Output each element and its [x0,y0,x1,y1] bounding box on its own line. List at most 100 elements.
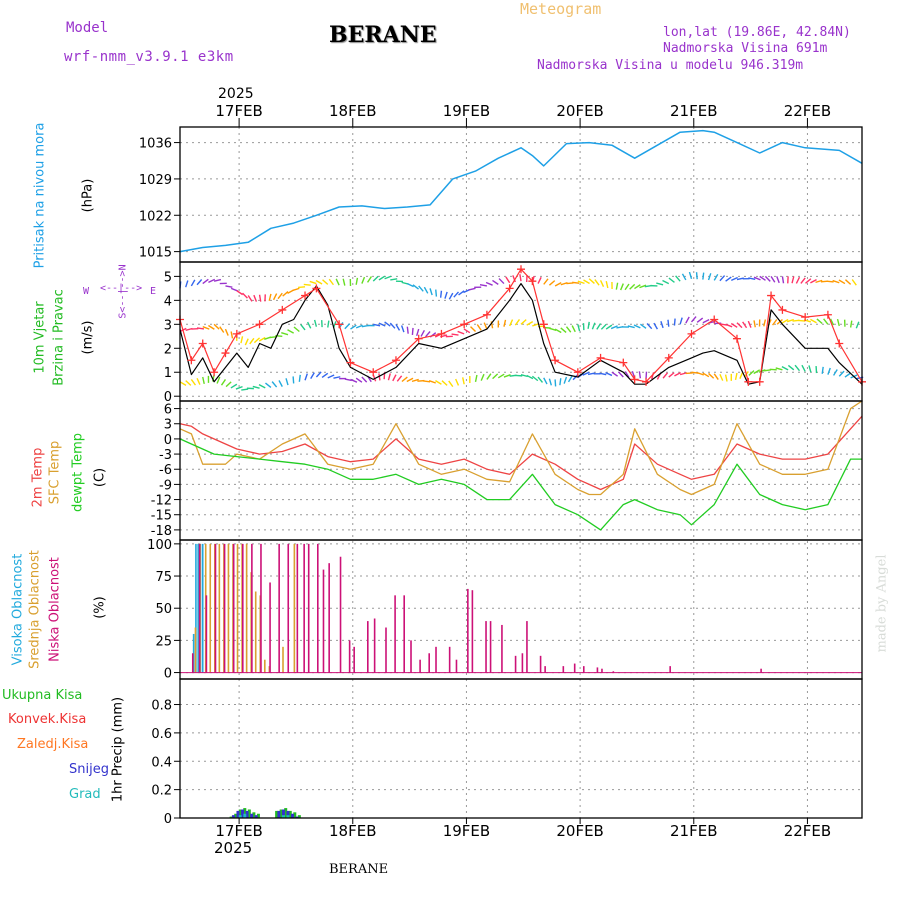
wind-gust-marker [437,329,446,338]
dir-e-label: E [150,286,157,297]
precip-snow-bar [281,809,285,818]
wind-gust-marker [664,353,673,362]
precip-total-bar [229,816,233,818]
coords-label: lon,lat (19.86E, 42.84N) [663,25,851,40]
wind-barb [747,320,752,328]
wind-barb [577,324,581,332]
wind-barb [202,278,209,285]
wind-barb [696,317,704,323]
wind-barb [781,276,785,284]
wind-barb [646,323,653,330]
wind-barb [560,327,567,333]
wind-barb [685,316,690,324]
wind-gust-marker [551,356,560,365]
wind-barb [725,323,733,328]
precip-total-bar [256,813,260,818]
precip-total-bar [275,810,279,818]
wind-gust-marker [187,356,196,365]
wind-barb [821,366,824,374]
wind-barb [605,372,613,377]
wind-barb [668,277,675,283]
wind-barb [794,364,801,372]
wind-barb [734,372,738,381]
wind-gust-marker [573,368,582,377]
precip-legend-snow: Snijeg [69,762,109,777]
ytick-label: 0.2 [151,784,172,799]
ytick-label: -3 [159,448,172,463]
wind-barb [730,276,738,282]
wind-barb [441,380,448,386]
wind-barb [629,283,636,290]
wind-gust-marker [767,291,776,300]
wind-gust-marker [301,291,310,300]
wind-barb [753,320,756,328]
wind-barb [702,372,710,378]
wind-barb [832,279,840,284]
wind-barb [190,279,196,287]
wind-barb [753,276,761,281]
wind-barb [435,289,438,297]
wind-barb [674,371,681,377]
wind-barb [668,372,675,378]
wind-barb [298,374,301,382]
wind-barb [216,376,221,384]
wind-barb [537,276,542,284]
wind-barb [554,281,562,287]
wind-gust-marker [642,377,651,386]
wind-barb [224,328,229,336]
wind-barb [429,288,433,296]
wind-barb [241,388,249,391]
wind-barb [838,370,845,377]
wind-barb [213,278,222,282]
wind-gust-marker [710,315,719,324]
ytick-label: 3 [164,318,172,333]
wind-gust-marker [619,358,628,367]
dir-arrows-label: <--|--> [100,283,143,294]
wind-gust-marker [210,368,219,377]
wind-barb [219,326,225,333]
day-label-top: 19FEB [443,102,490,120]
day-label-top: 18FEB [329,102,376,120]
wind-barb [739,371,744,379]
wind-barb [350,378,358,383]
wind-gust-marker [221,349,230,358]
wind-barb [707,273,712,281]
wind-barb [406,377,414,383]
precip-snow-bar [250,813,254,818]
wind-barb [202,376,205,385]
wind-barb [554,328,562,334]
precip-snow-bar [295,816,299,818]
wind-barb [335,278,340,286]
wind-barb [730,322,738,328]
wind-barb [532,323,540,327]
wind-barb [476,324,482,331]
precip-legend-conv: Konvek.Kisa [8,712,87,727]
wind-barb [594,279,600,286]
precip-legend-graupel: Grad [69,787,101,802]
year-bottom: 2025 [214,839,253,857]
wind-barb [303,283,311,286]
wind-barb [423,286,429,294]
wind-barb [829,318,835,326]
wind-barb [406,326,409,334]
ytick-label: 2 [164,342,172,357]
precip-snow-bar [291,813,295,818]
wind-barb [483,322,488,330]
precip-snow-bar [231,815,235,818]
wind-barb [304,373,308,381]
ytick-label: 1036 [139,137,172,152]
wind-barb [855,321,860,329]
wind-barb [396,375,403,382]
wind-barb [463,328,471,334]
wind-barb [508,319,514,327]
model-name: wrf-nmm_v3.9.1 e3km [64,49,234,65]
precip-legend-frozen: Zaledj.Kisa [17,737,89,752]
wind-gust-marker [801,313,810,322]
ytick-label: 6 [164,403,172,418]
wind-barb [412,284,419,290]
wind-barb [185,380,192,386]
wind-gust-marker [198,339,207,348]
wind-barb [451,333,459,336]
temp-sfc-line [179,400,863,496]
